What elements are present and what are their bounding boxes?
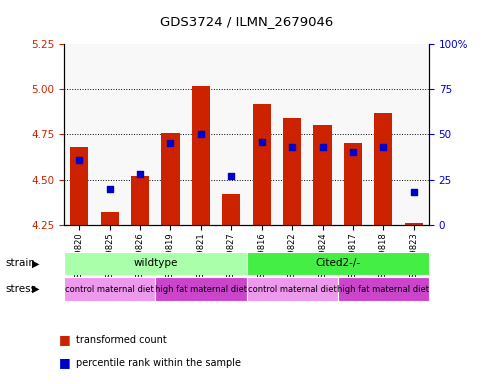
Point (136, 171, 144, 177)
Text: ■: ■ (59, 356, 71, 369)
Text: ▶: ▶ (32, 258, 39, 268)
Bar (314, 125, 332, 225)
Bar (252, 104, 271, 225)
Bar (70, 147, 88, 225)
Point (410, 189, 418, 195)
Text: high fat maternal diet: high fat maternal diet (337, 285, 429, 294)
Text: ▶: ▶ (32, 284, 39, 294)
Point (227, 173, 235, 179)
Bar (101, 212, 119, 225)
Text: wildtype: wildtype (133, 258, 177, 268)
Text: transformed count: transformed count (76, 335, 167, 345)
Point (258, 139, 266, 145)
Text: ■: ■ (59, 333, 71, 346)
Bar (192, 86, 210, 225)
Point (318, 144, 326, 150)
Point (197, 131, 205, 137)
Bar (344, 143, 362, 225)
Bar (405, 223, 423, 225)
Point (167, 140, 175, 146)
Bar (131, 176, 149, 225)
Bar (161, 132, 179, 225)
Text: Cited2-/-: Cited2-/- (315, 258, 360, 268)
Bar (64, 277, 155, 301)
Text: percentile rank within the sample: percentile rank within the sample (76, 358, 242, 368)
Point (106, 185, 113, 192)
Bar (64, 252, 246, 275)
Text: strain: strain (5, 258, 35, 268)
Bar (338, 277, 429, 301)
Bar (246, 277, 338, 301)
Point (349, 149, 357, 156)
Text: control maternal diet: control maternal diet (65, 285, 154, 294)
Text: GDS3724 / ILMN_2679046: GDS3724 / ILMN_2679046 (160, 15, 333, 28)
Bar (283, 118, 301, 225)
Bar (246, 252, 429, 275)
Point (288, 144, 296, 150)
Text: control maternal diet: control maternal diet (247, 285, 337, 294)
Bar (374, 113, 392, 225)
Point (75, 157, 83, 163)
Bar (222, 194, 241, 225)
Point (380, 144, 387, 150)
Text: high fat maternal diet: high fat maternal diet (155, 285, 247, 294)
Bar (155, 277, 246, 301)
Text: stress: stress (5, 284, 36, 294)
